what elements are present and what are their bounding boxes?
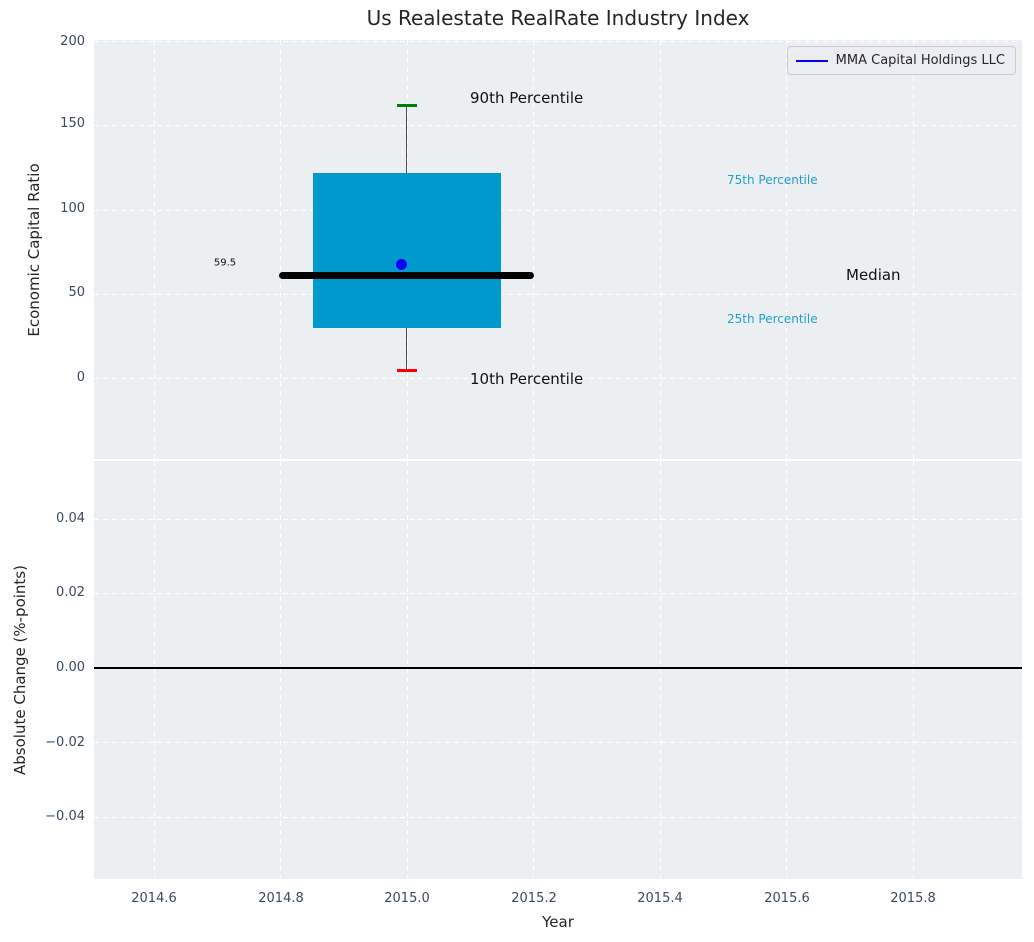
company-data-point	[396, 259, 407, 270]
gridline-vertical	[280, 40, 281, 459]
gridline-vertical	[913, 461, 914, 879]
gridline-vertical	[154, 40, 155, 459]
zero-reference-line	[94, 667, 1022, 669]
annotation-10th-percentile: 10th Percentile	[470, 370, 584, 388]
gridline-vertical	[660, 461, 661, 879]
x-tick-label: 2014.8	[258, 891, 304, 906]
gridline-vertical	[913, 40, 914, 459]
gridline-vertical	[154, 461, 155, 879]
gridline-horizontal	[94, 294, 1022, 295]
y-axis-label-bottom: Absolute Change (%-points)	[11, 565, 29, 775]
gridline-vertical	[533, 461, 534, 879]
x-tick-label: 2015.2	[511, 891, 557, 906]
gridline-horizontal	[94, 593, 1022, 594]
boxplot-median-line	[279, 272, 534, 279]
y-tick-label: 0.02	[56, 585, 85, 600]
annotation-75th-percentile: 75th Percentile	[727, 173, 818, 187]
gridline-vertical	[407, 461, 408, 879]
gridline-horizontal	[94, 378, 1022, 379]
x-tick-label: 2014.6	[131, 891, 177, 906]
x-tick-label: 2015.8	[890, 891, 936, 906]
y-tick-label: −0.02	[45, 735, 85, 750]
boxplot-90th-percentile-cap	[397, 104, 417, 107]
bottom-subplot-axes	[94, 461, 1022, 879]
y-tick-label: 0.04	[56, 511, 85, 526]
x-axis-label: Year	[542, 913, 574, 931]
chart-title: Us Realestate RealRate Industry Index	[366, 6, 750, 30]
gridline-horizontal	[94, 125, 1022, 126]
y-tick-label: 200	[60, 34, 85, 49]
y-tick-label: 0	[76, 370, 85, 385]
gridline-vertical	[533, 40, 534, 459]
y-tick-label: 0.00	[56, 660, 85, 675]
legend-line-sample-icon	[795, 59, 828, 62]
gridline-horizontal	[94, 742, 1022, 743]
boxplot-iqr-box	[313, 173, 501, 328]
gridline-vertical	[786, 40, 787, 459]
annotation-25th-percentile: 25th Percentile	[727, 312, 818, 326]
annotation-90th-percentile: 90th Percentile	[470, 89, 584, 107]
gridline-horizontal	[94, 519, 1022, 520]
y-tick-label: 50	[68, 285, 85, 300]
y-tick-label: −0.04	[45, 809, 85, 824]
legend-entry-label: MMA Capital Holdings LLC	[835, 53, 1005, 68]
y-axis-label-top: Economic Capital Ratio	[25, 163, 43, 337]
legend-box: MMA Capital Holdings LLC	[786, 46, 1016, 75]
gridline-vertical	[786, 461, 787, 879]
x-tick-label: 2015.6	[764, 891, 810, 906]
annotation-median: Median	[846, 266, 901, 284]
x-tick-label: 2015.0	[384, 891, 430, 906]
boxplot-10th-percentile-cap	[397, 369, 417, 372]
gridline-horizontal	[94, 817, 1022, 818]
x-tick-label: 2015.4	[637, 891, 683, 906]
gridline-horizontal	[94, 210, 1022, 211]
gridline-vertical	[280, 461, 281, 879]
top-subplot-axes: 59.5 90th Percentile 75th Percentile Med…	[94, 40, 1022, 459]
y-tick-label: 100	[60, 201, 85, 216]
gridline-horizontal	[94, 41, 1022, 42]
median-value-label: 59.5	[213, 257, 237, 269]
gridline-vertical	[660, 40, 661, 459]
y-tick-label: 150	[60, 116, 85, 131]
